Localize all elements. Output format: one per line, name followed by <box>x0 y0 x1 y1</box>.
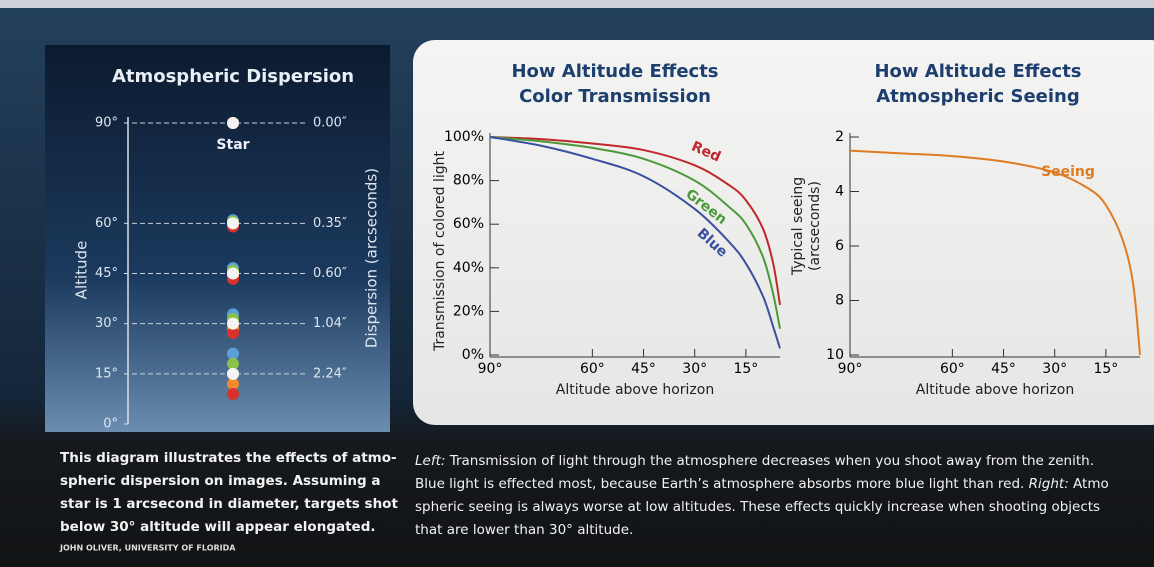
star-dot <box>227 318 239 330</box>
caption-line: that are lower than 30° altitude. <box>415 522 633 538</box>
y-tick-label: 20% <box>453 303 484 319</box>
y-tick-label: 15° <box>95 366 118 381</box>
chart-title: Atmospheric Seeing <box>876 86 1080 107</box>
star-dot <box>227 368 239 380</box>
y-tick-label: 2 <box>835 129 844 145</box>
y-tick-label: 6 <box>835 238 844 254</box>
caption-line: Blue light is effected most, because Ear… <box>415 476 1109 492</box>
y-tick-label: 40% <box>453 260 484 276</box>
caption-line: Left: Transmission of light through the … <box>415 453 1094 469</box>
caption-line: This diagram illustrates the effects of … <box>60 450 397 466</box>
y-tick-label: 30° <box>95 316 118 331</box>
series-label: Seeing <box>1041 164 1095 180</box>
credit: JOHN OLIVER, UNIVERSITY OF FLORIDA <box>59 544 236 553</box>
value-label: 0.00″ <box>313 116 347 131</box>
y-tick-label: 80% <box>453 173 484 189</box>
y-tick-label: 0° <box>103 417 118 432</box>
star-dot <box>227 117 239 129</box>
caption-text: Transmission of light through the atmosp… <box>445 453 1094 469</box>
y-tick-label: 100% <box>444 129 484 145</box>
star-dot <box>227 388 239 400</box>
caption-lead: Right: <box>1029 476 1069 492</box>
y-tick-label: 60° <box>95 216 118 231</box>
x-tick-label: 15° <box>1093 361 1118 377</box>
x-axis-label: Altitude above horizon <box>556 382 714 398</box>
caption-text: Atmo <box>1069 476 1109 492</box>
value-label: 1.04″ <box>313 316 347 331</box>
caption-lead: Left: <box>415 453 445 469</box>
caption-line: below 30° altitude will appear elongated… <box>60 519 376 535</box>
caption-line: spheric seeing is always worse at low al… <box>415 499 1100 515</box>
x-tick-label: 30° <box>682 361 707 377</box>
chart-title: How Altitude Effects <box>874 61 1081 82</box>
y-axis-label: Transmission of colored light <box>432 151 448 352</box>
y-tick-label: 8 <box>835 293 844 309</box>
star-dot <box>227 217 239 229</box>
caption-line: spheric dispersion on images. Assuming a <box>60 473 381 489</box>
scan-edge <box>0 0 1154 8</box>
y-tick-label: 90° <box>95 116 118 131</box>
x-tick-label: 60° <box>940 361 965 377</box>
x-tick-label: 60° <box>580 361 605 377</box>
x-tick-label: 90° <box>478 361 503 377</box>
y-axis-label: Altitude <box>73 241 91 300</box>
chart-title: Color Transmission <box>519 86 711 107</box>
x-tick-label: 45° <box>631 361 656 377</box>
annotation: Star <box>216 137 249 153</box>
chart-title: Atmospheric Dispersion <box>112 66 354 87</box>
value-label: 0.60″ <box>313 266 347 281</box>
x-axis-label: Altitude above horizon <box>916 382 1074 398</box>
x-tick-label: 45° <box>991 361 1016 377</box>
x-tick-label: 90° <box>838 361 863 377</box>
x-tick-label: 15° <box>733 361 758 377</box>
page: Atmospheric Dispersion Altitude Dispersion… <box>0 0 1154 567</box>
caption-line: star is 1 arcsecond in diameter, targets… <box>60 496 398 512</box>
y-tick-label: 60% <box>453 216 484 232</box>
y2-axis-label: Dispersion (arcseconds) <box>363 168 381 348</box>
value-label: 0.35″ <box>313 216 347 231</box>
caption-text: Blue light is effected most, because Ear… <box>415 476 1029 492</box>
y-axis-label: Typical seeing <box>790 177 806 276</box>
y-tick-label: 45° <box>95 266 118 281</box>
value-label: 2.24″ <box>313 366 347 381</box>
chart-title: How Altitude Effects <box>511 61 718 82</box>
x-tick-label: 30° <box>1042 361 1067 377</box>
y-axis-label: (arcseconds) <box>807 181 823 271</box>
y-tick-label: 4 <box>835 184 844 200</box>
star-dot <box>227 268 239 280</box>
